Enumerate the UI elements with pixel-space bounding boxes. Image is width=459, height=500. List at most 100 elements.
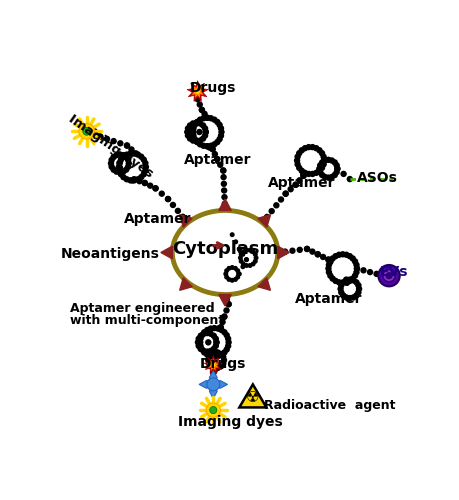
Circle shape bbox=[333, 162, 339, 168]
Text: Aptamer: Aptamer bbox=[123, 212, 190, 226]
Circle shape bbox=[123, 152, 129, 158]
Text: Neoantigens: Neoantigens bbox=[61, 246, 160, 260]
Circle shape bbox=[236, 272, 241, 276]
Circle shape bbox=[204, 330, 210, 336]
Circle shape bbox=[296, 150, 302, 156]
Circle shape bbox=[221, 329, 227, 336]
Circle shape bbox=[200, 115, 206, 121]
Circle shape bbox=[220, 180, 227, 187]
Circle shape bbox=[343, 280, 349, 286]
Text: Imaging dyes: Imaging dyes bbox=[66, 112, 156, 180]
Circle shape bbox=[243, 263, 248, 268]
Circle shape bbox=[115, 164, 122, 170]
Circle shape bbox=[116, 160, 122, 166]
Circle shape bbox=[342, 277, 349, 283]
Circle shape bbox=[232, 266, 237, 271]
Circle shape bbox=[349, 256, 355, 262]
Circle shape bbox=[329, 276, 335, 282]
Circle shape bbox=[321, 174, 328, 180]
Circle shape bbox=[223, 307, 229, 314]
Circle shape bbox=[152, 185, 158, 192]
Circle shape bbox=[200, 136, 206, 142]
Circle shape bbox=[120, 168, 126, 175]
Polygon shape bbox=[239, 384, 266, 407]
Circle shape bbox=[213, 365, 219, 371]
Circle shape bbox=[123, 142, 130, 149]
Circle shape bbox=[140, 156, 146, 163]
Text: Aptamer: Aptamer bbox=[184, 153, 251, 167]
Circle shape bbox=[207, 326, 213, 332]
Circle shape bbox=[194, 339, 201, 345]
Circle shape bbox=[196, 138, 203, 144]
Circle shape bbox=[300, 171, 306, 177]
Circle shape bbox=[97, 134, 103, 140]
Circle shape bbox=[320, 161, 326, 168]
Circle shape bbox=[120, 152, 126, 158]
Ellipse shape bbox=[172, 210, 277, 294]
Circle shape bbox=[211, 116, 217, 123]
Circle shape bbox=[373, 270, 379, 277]
Circle shape bbox=[91, 128, 98, 134]
Circle shape bbox=[184, 129, 190, 135]
Circle shape bbox=[223, 296, 230, 302]
Circle shape bbox=[305, 144, 311, 150]
Circle shape bbox=[174, 208, 181, 214]
Circle shape bbox=[196, 116, 203, 123]
Circle shape bbox=[303, 246, 309, 252]
Circle shape bbox=[195, 89, 200, 94]
Circle shape bbox=[349, 294, 356, 300]
Circle shape bbox=[127, 150, 134, 156]
Polygon shape bbox=[190, 84, 204, 98]
Circle shape bbox=[332, 253, 338, 260]
Circle shape bbox=[190, 138, 196, 144]
Circle shape bbox=[355, 286, 362, 292]
Circle shape bbox=[238, 259, 243, 264]
Circle shape bbox=[333, 169, 339, 175]
Circle shape bbox=[196, 141, 203, 148]
Circle shape bbox=[79, 124, 95, 139]
Circle shape bbox=[108, 164, 115, 170]
Circle shape bbox=[346, 276, 352, 283]
Circle shape bbox=[316, 168, 322, 174]
Circle shape bbox=[200, 142, 206, 149]
Circle shape bbox=[213, 339, 219, 345]
Circle shape bbox=[342, 276, 349, 283]
Text: EVs: EVs bbox=[379, 265, 408, 279]
Circle shape bbox=[125, 160, 132, 166]
Circle shape bbox=[97, 134, 103, 140]
Circle shape bbox=[211, 364, 217, 371]
Circle shape bbox=[292, 182, 298, 188]
Circle shape bbox=[277, 196, 284, 202]
Circle shape bbox=[313, 145, 319, 152]
Circle shape bbox=[191, 136, 198, 142]
Circle shape bbox=[329, 256, 335, 262]
Circle shape bbox=[354, 289, 361, 296]
Circle shape bbox=[196, 339, 203, 345]
Circle shape bbox=[378, 265, 399, 286]
Circle shape bbox=[200, 348, 207, 354]
Circle shape bbox=[243, 257, 248, 262]
Polygon shape bbox=[218, 294, 231, 306]
Circle shape bbox=[343, 278, 349, 284]
Polygon shape bbox=[277, 246, 289, 259]
Circle shape bbox=[337, 289, 344, 296]
Circle shape bbox=[294, 161, 300, 168]
Circle shape bbox=[218, 129, 224, 135]
Circle shape bbox=[204, 352, 210, 358]
Circle shape bbox=[339, 280, 345, 286]
Circle shape bbox=[318, 150, 325, 156]
Circle shape bbox=[210, 346, 217, 352]
Circle shape bbox=[164, 196, 171, 202]
Circle shape bbox=[204, 114, 210, 121]
Circle shape bbox=[194, 139, 200, 145]
Circle shape bbox=[225, 301, 231, 308]
Circle shape bbox=[247, 248, 252, 252]
Circle shape bbox=[210, 332, 217, 339]
Circle shape bbox=[134, 152, 141, 158]
Circle shape bbox=[339, 279, 346, 285]
Circle shape bbox=[250, 249, 255, 254]
Circle shape bbox=[211, 325, 217, 332]
Circle shape bbox=[220, 188, 227, 194]
Circle shape bbox=[196, 339, 203, 345]
Circle shape bbox=[107, 160, 114, 166]
